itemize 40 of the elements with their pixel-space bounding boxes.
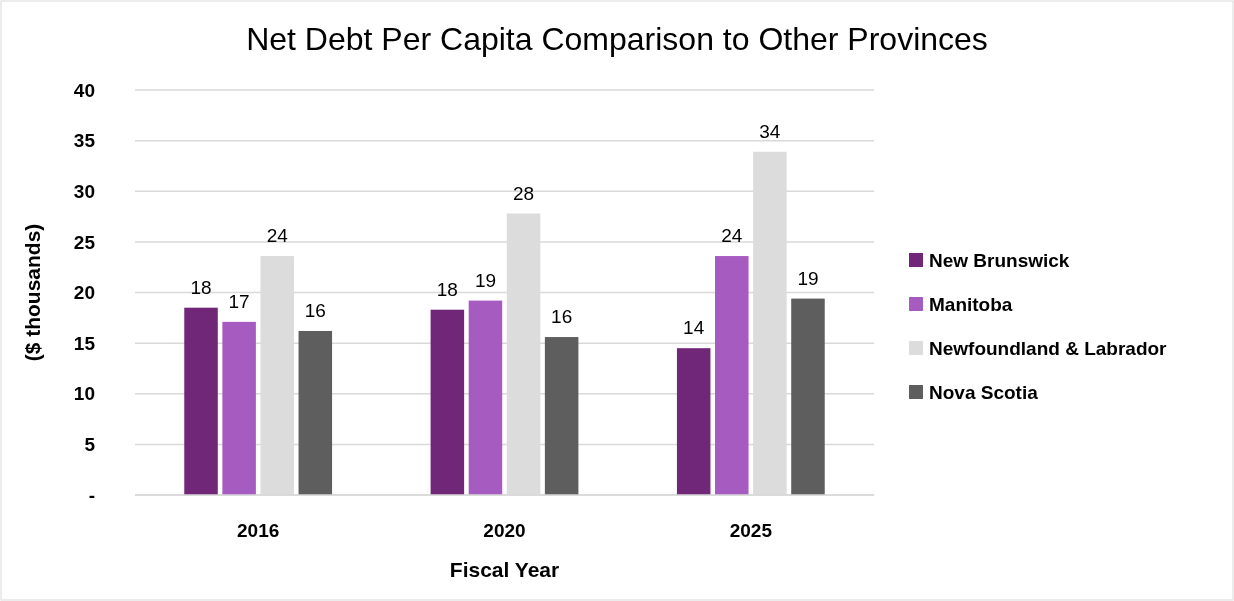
x-tick-label: 2020 [483, 520, 526, 541]
legend-label: Nova Scotia [929, 381, 1039, 403]
legend-label: Newfoundland & Labrador [929, 337, 1168, 359]
legend-label: Manitoba [929, 293, 1013, 315]
y-tick-label: 35 [73, 130, 96, 152]
y-tick-label: 5 [84, 434, 96, 456]
bar [430, 309, 465, 495]
y-tick-label: 25 [73, 231, 96, 253]
data-label: 24 [266, 225, 289, 247]
bar [676, 348, 711, 495]
x-tick-label: 2016 [237, 520, 280, 541]
data-label: 16 [304, 299, 326, 321]
bar [791, 298, 825, 495]
y-tick-label: 15 [73, 332, 96, 354]
data-label: 19 [474, 269, 497, 291]
data-label: 19 [797, 267, 819, 289]
data-label: 17 [228, 290, 250, 312]
y-tick-label: 40 [73, 79, 95, 101]
x-tick-label: 2025 [729, 520, 773, 541]
y-tick-label: 20 [73, 282, 95, 304]
data-label: 28 [512, 182, 535, 204]
bar [468, 300, 503, 495]
bar [222, 321, 256, 495]
data-label: 24 [721, 225, 743, 247]
data-label: 34 [759, 120, 781, 142]
legend-label: New Brunswick [929, 249, 1070, 271]
chart-title: Net Debt Per Capita Comparison to Other Provinces [246, 21, 988, 57]
y-axis-title: ($ thousands) [21, 223, 44, 362]
bar [298, 330, 333, 495]
y-tick-label: - [88, 484, 95, 506]
bar [184, 307, 218, 495]
data-label: 18 [190, 276, 212, 298]
data-label: 14 [683, 317, 705, 339]
bar [715, 256, 749, 495]
data-label: 16 [551, 306, 573, 328]
y-tick-label: 30 [73, 180, 95, 202]
bar [544, 337, 579, 495]
data-label: 18 [436, 278, 458, 300]
x-axis-title: Fiscal Year [449, 558, 560, 581]
y-tick-label: 10 [73, 383, 95, 405]
